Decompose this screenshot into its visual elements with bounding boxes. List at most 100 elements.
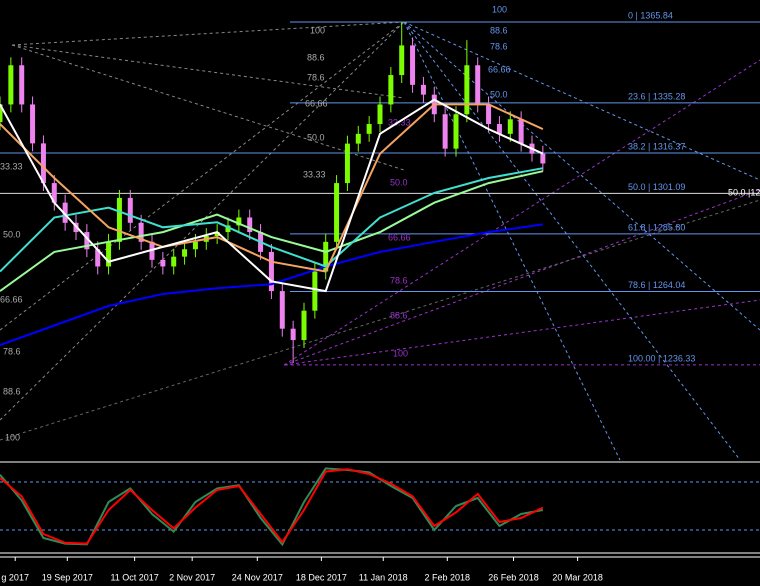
fib-label: 78.6 | 1264.04 [628, 280, 685, 290]
fan-label: 100 [310, 25, 325, 35]
fan-line [403, 21, 760, 331]
candle-body [30, 104, 36, 144]
x-tick-label: 11 Oct 2017 [110, 572, 158, 582]
fan-label: 33.33 [303, 169, 326, 179]
candle-body [410, 45, 416, 85]
fan-line [11, 44, 405, 99]
fan-label: 100 [492, 4, 507, 14]
fib-label: 23.6 | 1335.28 [628, 91, 685, 101]
fib-label: 0 | 1365.84 [628, 10, 673, 20]
candle-body [486, 104, 492, 125]
fan-line [283, 189, 760, 366]
fan-label: 66.66 [488, 64, 511, 74]
oscillator-line [0, 467, 544, 547]
candle-body [377, 104, 383, 125]
fan-label: 88.6 [307, 52, 325, 62]
x-tick-label: 20 Mar 2018 [552, 572, 603, 582]
fan-line [0, 199, 760, 441]
x-tick-label: 24 Nov 2017 [232, 572, 283, 582]
candle-body [496, 124, 502, 134]
candle-body [540, 153, 546, 164]
fan-label: 33.33 [0, 161, 23, 171]
candle-body [442, 114, 448, 149]
fan-label: 50.0 [490, 89, 508, 99]
x-tick-label: 18 Dec 2017 [296, 572, 347, 582]
fan-lines [0, 21, 760, 461]
candle-body [116, 197, 122, 242]
moving-average [0, 170, 544, 292]
fan-label: 50.0 [3, 229, 21, 239]
fan-line [403, 21, 741, 461]
fan-line [11, 21, 405, 46]
moving-average [0, 103, 544, 273]
candle-body [0, 104, 3, 123]
candle-body [301, 310, 307, 341]
x-tick-label: 26 Feb 2018 [488, 572, 539, 582]
fan-label: 88.6 [390, 310, 408, 320]
candle-body [160, 259, 166, 267]
fan-label: 78.6 [307, 72, 325, 82]
candle-body [290, 328, 296, 341]
x-tick-label: 19 Sep 2017 [42, 572, 93, 582]
candle-body [51, 183, 57, 203]
candle-body [171, 256, 177, 267]
candle-body [127, 197, 133, 223]
fan-label: 100 [5, 432, 20, 442]
x-tick-label: 2 Nov 2017 [169, 572, 215, 582]
fan-label: 78.6 [390, 275, 408, 285]
candle-body [453, 114, 459, 149]
fan-label: 66.66 [0, 294, 23, 304]
candle-body [344, 143, 350, 184]
fan-label: 100 [393, 348, 408, 358]
fan-label: 88.6 [3, 386, 21, 396]
candle-body [225, 225, 231, 233]
candle-body [84, 232, 90, 250]
fan-label: 66.66 [305, 98, 328, 108]
fan-label: 50.0 [307, 132, 325, 142]
candle-body [106, 241, 112, 267]
fib-label: 61.8 | 1285.80 [628, 222, 685, 232]
candle-body [182, 249, 188, 257]
fan-line [283, 59, 760, 366]
candle-body [323, 241, 329, 272]
candle-body [247, 217, 253, 233]
edge-label: 50.0 |12 [728, 187, 760, 197]
candle-body [95, 249, 101, 267]
fan-line [11, 44, 405, 171]
candle-body [518, 119, 524, 144]
candle-body [236, 217, 242, 226]
fan-line [403, 21, 760, 181]
fan-label: 88.6 [490, 25, 508, 35]
candle-body [464, 65, 470, 115]
fan-label: 50.0 [390, 177, 408, 187]
candle-body [138, 222, 144, 242]
x-tick-label: 2 Feb 2018 [425, 572, 471, 582]
fan-label: 66.66 [388, 232, 411, 242]
x-tick-label: g 2017 [1, 572, 29, 582]
candle-body [214, 232, 220, 237]
candle-body [192, 241, 198, 250]
candle-body [40, 143, 46, 184]
candle-body [19, 65, 25, 105]
candle-body [8, 65, 14, 105]
candle-body [355, 133, 361, 144]
oscillator-line [0, 468, 544, 545]
candle-body [268, 251, 274, 292]
candle-body [388, 75, 394, 105]
fib-label: 38.2 | 1316.37 [628, 141, 685, 151]
fan-line [0, 21, 405, 331]
candle-body [62, 202, 68, 223]
moving-average [0, 223, 544, 347]
fib-label: 100.00 | 1236.33 [628, 353, 695, 363]
candle-body [399, 45, 405, 76]
candle-body [366, 124, 372, 134]
fan-line [0, 21, 405, 421]
candle-body [312, 271, 318, 311]
fan-line [283, 299, 760, 366]
fan-label: 78.6 [490, 41, 508, 51]
moving-average [0, 98, 544, 293]
fib-label: 50.0 | 1301.09 [628, 182, 685, 192]
candle-body [279, 291, 285, 329]
x-tick-label: 11 Jan 2018 [359, 572, 408, 582]
